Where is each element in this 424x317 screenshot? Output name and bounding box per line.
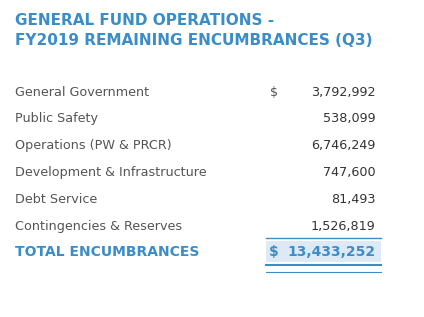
Text: 13,433,252: 13,433,252 <box>287 245 375 259</box>
Text: $: $ <box>269 245 279 259</box>
Text: 6,746,249: 6,746,249 <box>311 139 375 152</box>
Text: Development & Infrastructure: Development & Infrastructure <box>15 166 207 179</box>
FancyBboxPatch shape <box>266 241 381 262</box>
Text: $: $ <box>270 86 278 99</box>
Text: Debt Service: Debt Service <box>15 193 98 206</box>
Text: Public Safety: Public Safety <box>15 113 98 126</box>
Text: TOTAL ENCUMBRANCES: TOTAL ENCUMBRANCES <box>15 245 200 259</box>
Text: 1,526,819: 1,526,819 <box>311 220 375 233</box>
Text: Operations (PW & PRCR): Operations (PW & PRCR) <box>15 139 172 152</box>
Text: 538,099: 538,099 <box>323 113 375 126</box>
Text: GENERAL FUND OPERATIONS -
FY2019 REMAINING ENCUMBRANCES (Q3): GENERAL FUND OPERATIONS - FY2019 REMAINI… <box>15 13 373 48</box>
Text: 81,493: 81,493 <box>331 193 375 206</box>
Text: 3,792,992: 3,792,992 <box>311 86 375 99</box>
Text: Contingencies & Reserves: Contingencies & Reserves <box>15 220 183 233</box>
Text: 747,600: 747,600 <box>323 166 375 179</box>
Text: General Government: General Government <box>15 86 150 99</box>
